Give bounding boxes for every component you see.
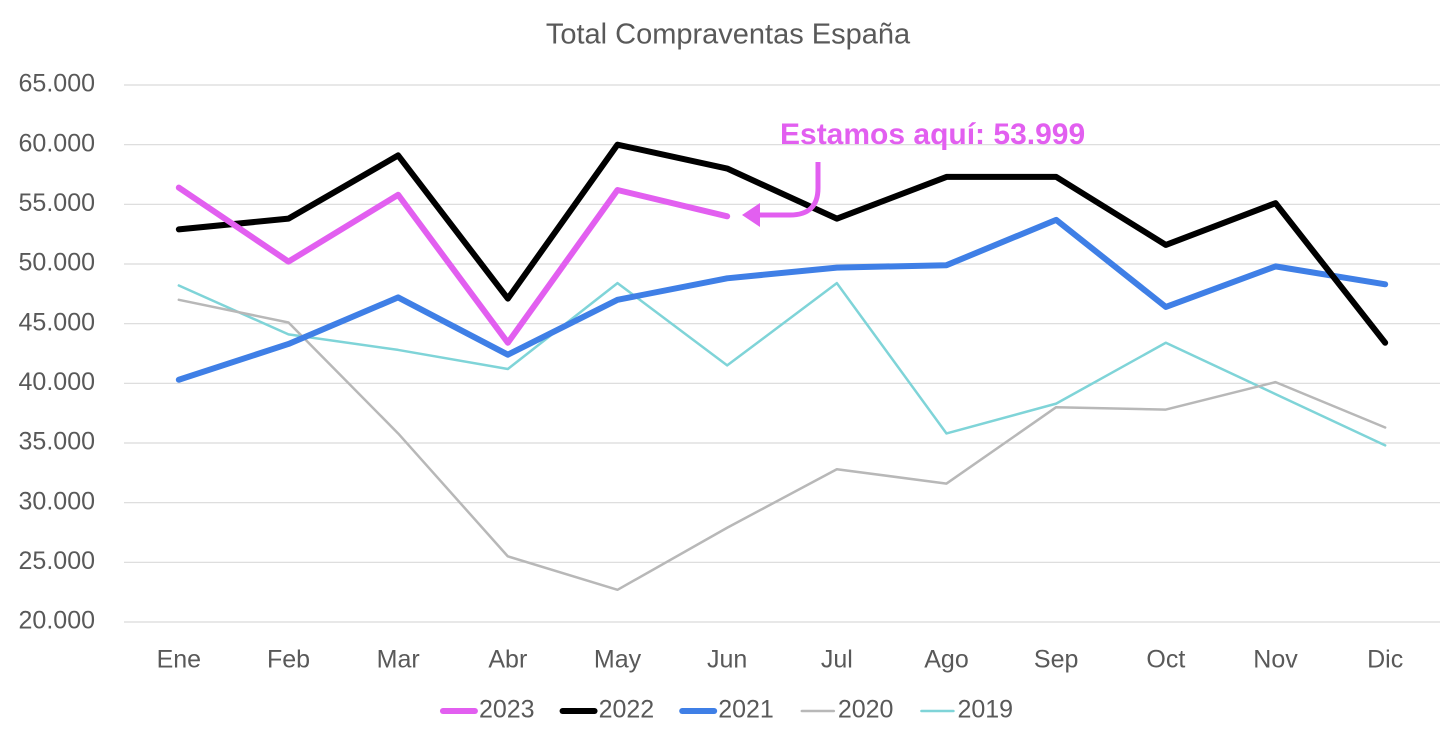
annotation-arrowhead xyxy=(742,203,760,227)
x-tick-label: Ago xyxy=(924,646,968,674)
y-tick-label: 55.000 xyxy=(19,189,95,217)
y-tick-label: 25.000 xyxy=(19,547,95,575)
legend-label: 2022 xyxy=(599,696,655,724)
x-tick-label: Mar xyxy=(377,646,420,674)
x-tick-label: Nov xyxy=(1253,646,1298,674)
x-tick-label: Ene xyxy=(157,646,201,674)
series-line xyxy=(175,141,1389,346)
y-tick-label: 45.000 xyxy=(19,308,95,336)
legend: 2023 2022 2021 2020 2019 xyxy=(439,696,1013,724)
y-tick-label: 20.000 xyxy=(19,607,95,635)
legend-label: 2023 xyxy=(479,696,535,724)
series-line xyxy=(177,298,1387,592)
series-line xyxy=(175,216,1389,383)
x-tick-label: May xyxy=(594,646,642,674)
y-tick-label: 40.000 xyxy=(19,368,95,396)
chart-title: Total Compraventas España xyxy=(546,19,911,51)
x-tick-label: Jul xyxy=(821,646,853,674)
x-tick-label: Abr xyxy=(488,646,527,674)
x-tick-label: Feb xyxy=(267,646,310,674)
x-tick-label: Sep xyxy=(1034,646,1078,674)
series-line xyxy=(175,184,731,346)
series-line xyxy=(177,281,1387,447)
y-tick-label: 65.000 xyxy=(19,70,95,98)
annotation: Estamos aquí: 53.999 xyxy=(780,118,1085,151)
y-tick-label: 35.000 xyxy=(19,428,95,456)
y-tick-label: 30.000 xyxy=(19,487,95,515)
x-tick-label: Oct xyxy=(1146,646,1185,674)
x-tick-label: Dic xyxy=(1367,646,1403,674)
legend-label: 2021 xyxy=(718,696,774,724)
annotation-arrow xyxy=(758,162,821,218)
legend-label: 2020 xyxy=(838,696,894,724)
y-tick-label: 60.000 xyxy=(19,129,95,157)
legend-label: 2019 xyxy=(957,696,1013,724)
x-tick-label: Jun xyxy=(707,646,747,674)
plot: 20.000 25.000 30.000 35.000 40.000 45.000 50.0… xyxy=(19,70,1440,724)
y-tick-label: 50.000 xyxy=(19,249,95,277)
